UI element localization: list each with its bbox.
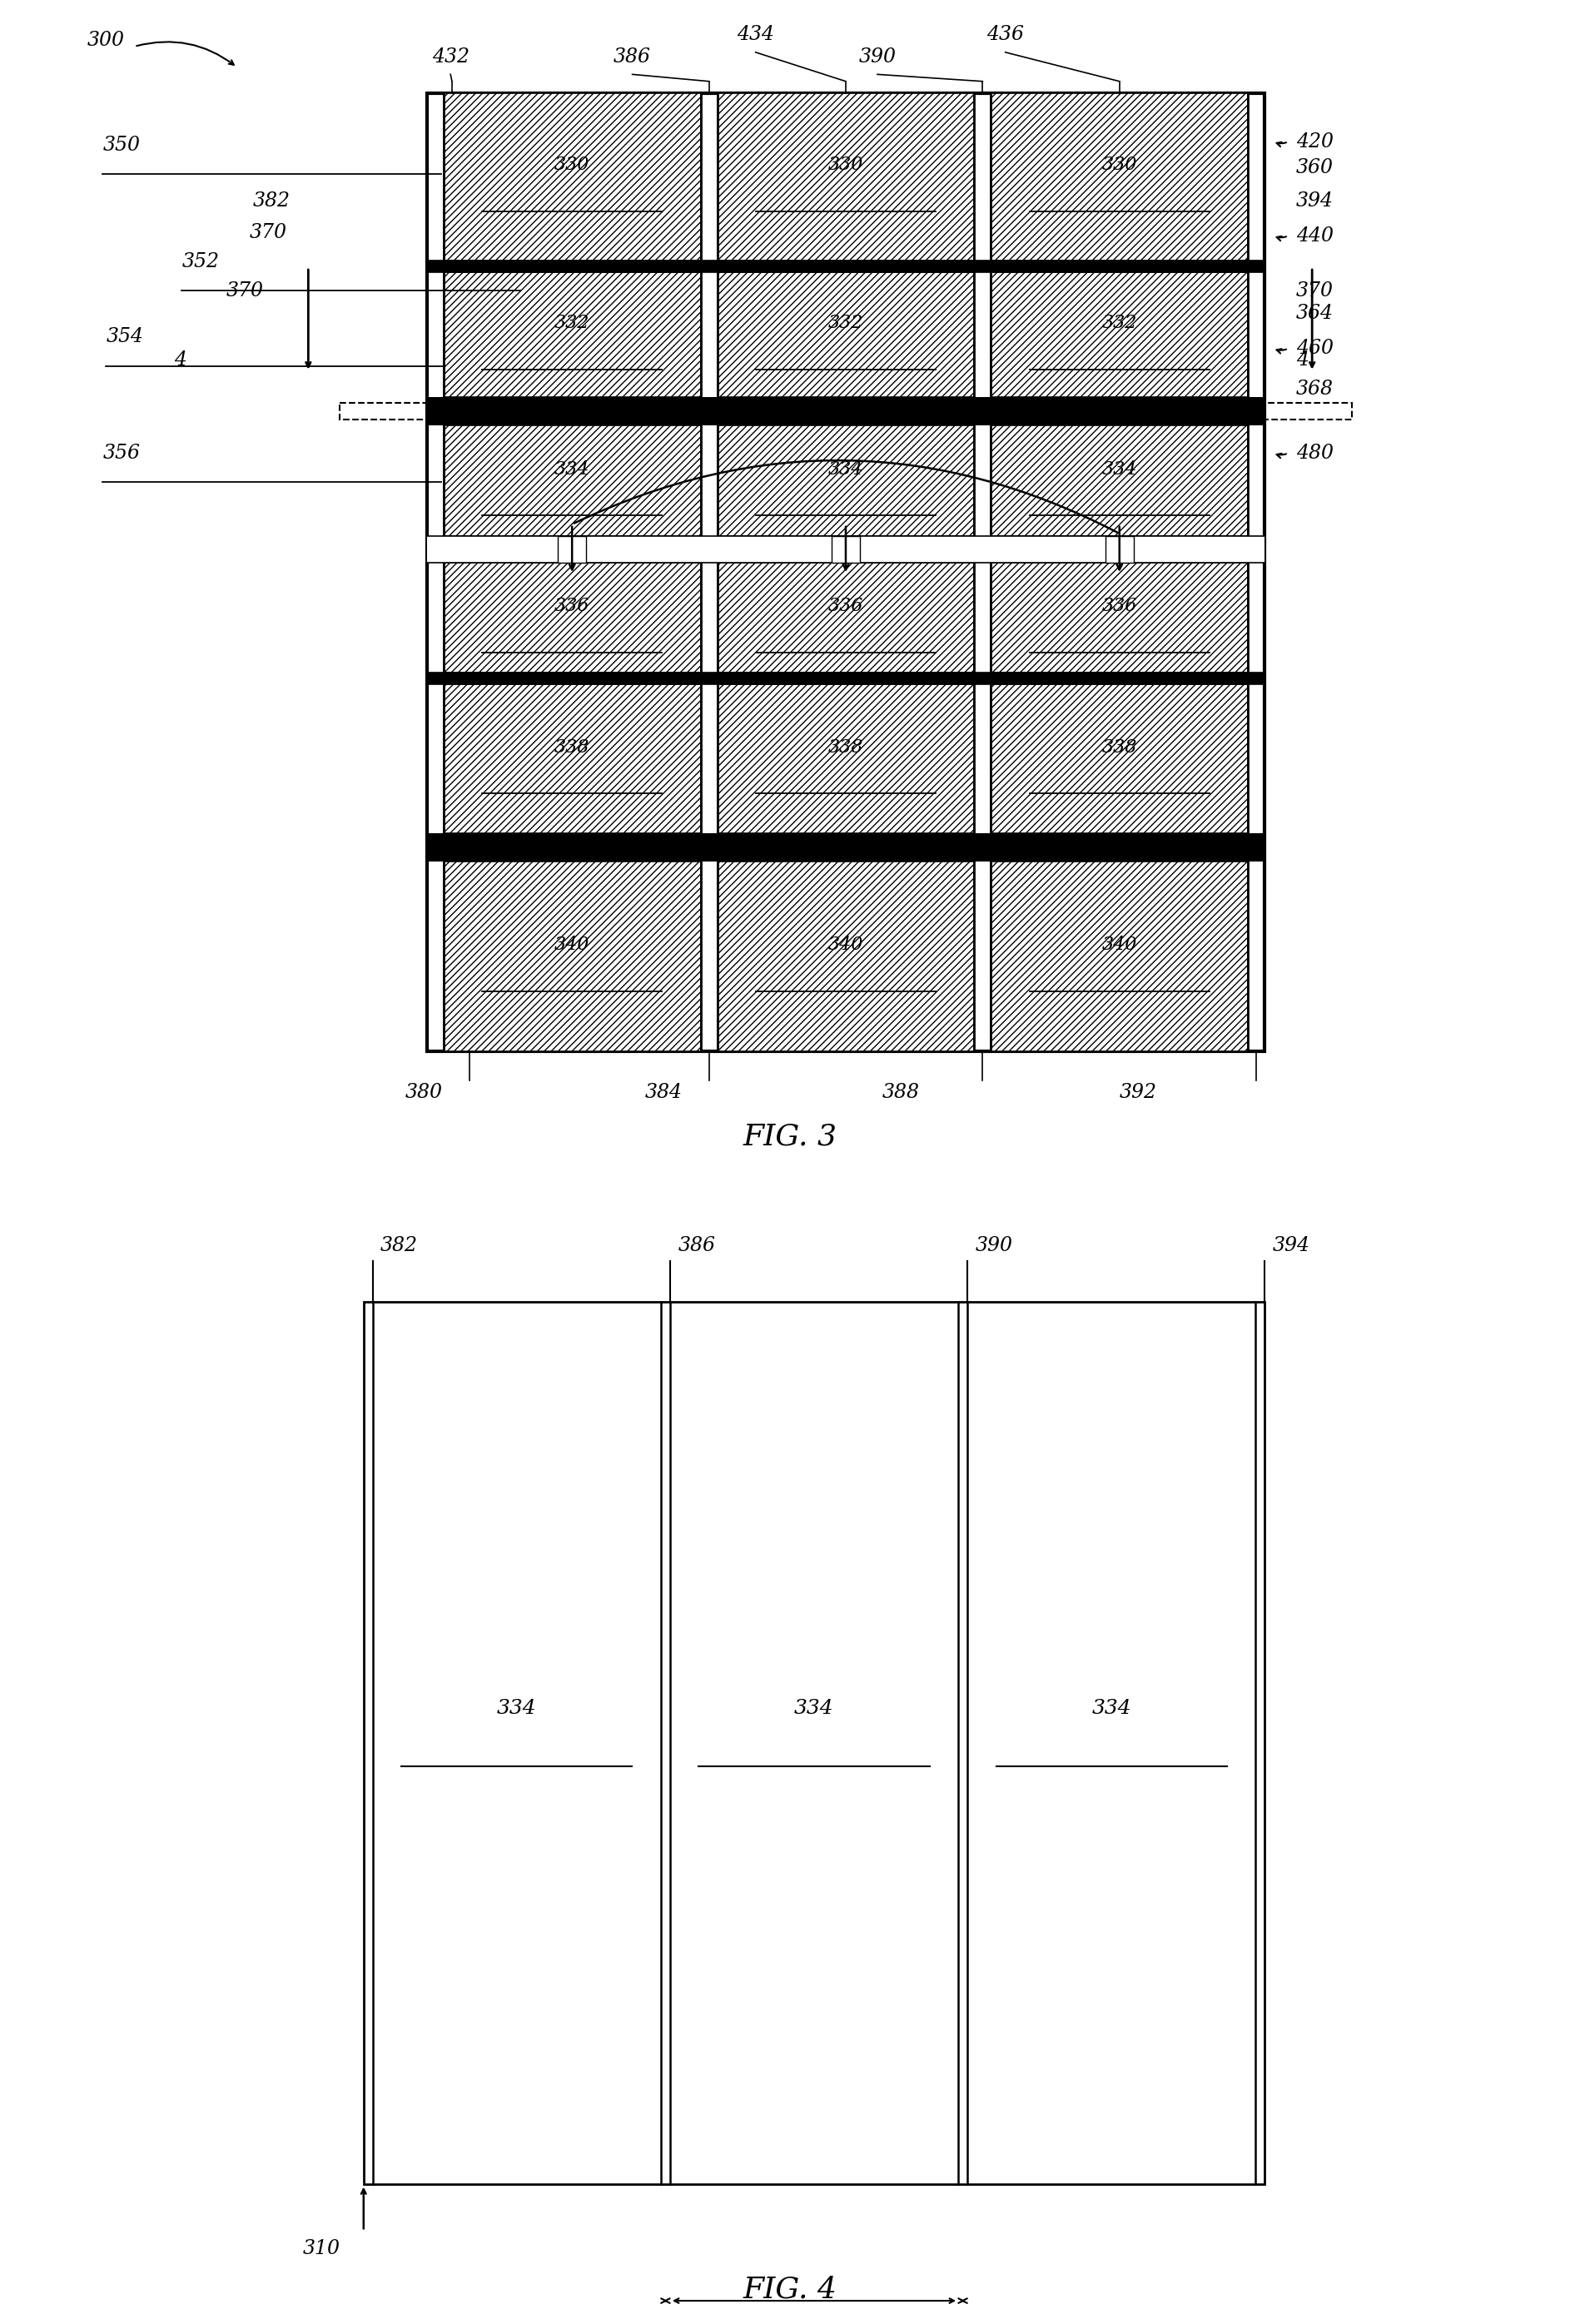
Text: 334: 334 bbox=[793, 1699, 834, 1717]
Text: 338: 338 bbox=[828, 739, 863, 755]
Text: 300: 300 bbox=[87, 30, 125, 51]
Bar bbox=[991, 686, 1247, 832]
Text: 370: 370 bbox=[250, 223, 288, 242]
Text: 390: 390 bbox=[975, 1236, 1013, 1255]
Text: 380: 380 bbox=[404, 1083, 442, 1102]
Text: 394: 394 bbox=[1272, 1236, 1310, 1255]
Text: 310: 310 bbox=[302, 2238, 340, 2259]
Bar bbox=[444, 862, 700, 1050]
Bar bbox=[444, 686, 700, 832]
Bar bbox=[444, 93, 700, 260]
Bar bbox=[558, 537, 586, 562]
Bar bbox=[991, 93, 1247, 260]
Text: 394: 394 bbox=[1296, 191, 1334, 211]
Text: 334: 334 bbox=[1092, 1699, 1131, 1717]
Bar bbox=[444, 425, 700, 537]
Text: 390: 390 bbox=[858, 46, 896, 67]
Text: 330: 330 bbox=[828, 156, 863, 174]
Text: 330: 330 bbox=[555, 156, 589, 174]
Bar bbox=[1104, 537, 1133, 562]
Text: 392: 392 bbox=[1119, 1083, 1157, 1102]
Bar bbox=[717, 425, 973, 537]
Text: 364: 364 bbox=[1296, 304, 1334, 323]
Text: 420: 420 bbox=[1296, 132, 1334, 151]
Text: 360: 360 bbox=[1296, 158, 1334, 177]
Text: 332: 332 bbox=[555, 314, 589, 332]
Text: 370: 370 bbox=[1296, 281, 1334, 300]
Text: 336: 336 bbox=[1101, 597, 1136, 616]
Bar bbox=[444, 272, 700, 397]
Text: 382: 382 bbox=[381, 1236, 417, 1255]
Bar bbox=[427, 537, 1264, 562]
Bar bbox=[831, 537, 860, 562]
Bar bbox=[717, 93, 973, 260]
Bar bbox=[717, 562, 973, 674]
Bar bbox=[717, 272, 973, 397]
Text: FIG. 4: FIG. 4 bbox=[743, 2275, 837, 2303]
Bar bbox=[427, 397, 1264, 425]
Text: 334: 334 bbox=[1101, 460, 1136, 479]
Text: 334: 334 bbox=[496, 1699, 536, 1717]
Text: 354: 354 bbox=[106, 328, 144, 346]
Text: 340: 340 bbox=[828, 937, 863, 955]
Bar bbox=[991, 272, 1247, 397]
Text: 4: 4 bbox=[174, 351, 186, 370]
Bar bbox=[340, 402, 1351, 421]
Text: 334: 334 bbox=[828, 460, 863, 479]
Text: 338: 338 bbox=[555, 739, 589, 755]
Text: 382: 382 bbox=[253, 191, 291, 211]
Bar bbox=[427, 832, 1264, 862]
Text: 440: 440 bbox=[1296, 225, 1334, 246]
Text: 338: 338 bbox=[1101, 739, 1136, 755]
Text: 340: 340 bbox=[555, 937, 589, 955]
Bar bbox=[363, 1301, 1264, 2185]
Bar bbox=[444, 562, 700, 674]
Bar bbox=[717, 686, 973, 832]
Text: 332: 332 bbox=[1101, 314, 1136, 332]
Text: 332: 332 bbox=[828, 314, 863, 332]
Text: 352: 352 bbox=[182, 251, 220, 272]
Text: 386: 386 bbox=[678, 1236, 714, 1255]
Text: 4: 4 bbox=[1296, 351, 1308, 370]
Text: FIG. 3: FIG. 3 bbox=[743, 1122, 837, 1150]
Bar bbox=[427, 93, 1264, 1050]
Text: 350: 350 bbox=[103, 135, 141, 156]
Bar bbox=[717, 862, 973, 1050]
Text: 388: 388 bbox=[882, 1083, 920, 1102]
Text: 384: 384 bbox=[645, 1083, 683, 1102]
Text: 334: 334 bbox=[555, 460, 589, 479]
Text: 434: 434 bbox=[736, 26, 774, 44]
Text: 386: 386 bbox=[613, 46, 651, 67]
Text: 336: 336 bbox=[555, 597, 589, 616]
Text: 460: 460 bbox=[1296, 339, 1334, 358]
Text: 330: 330 bbox=[1101, 156, 1136, 174]
Bar bbox=[427, 674, 1264, 686]
Text: 356: 356 bbox=[103, 444, 141, 462]
Text: 370: 370 bbox=[226, 281, 264, 300]
Bar bbox=[427, 260, 1264, 272]
Text: 368: 368 bbox=[1296, 379, 1334, 400]
Bar bbox=[991, 425, 1247, 537]
Text: 336: 336 bbox=[828, 597, 863, 616]
Text: 432: 432 bbox=[431, 46, 469, 67]
Text: 340: 340 bbox=[1101, 937, 1136, 955]
Text: 480: 480 bbox=[1296, 444, 1334, 462]
Text: 436: 436 bbox=[986, 26, 1024, 44]
Bar bbox=[991, 562, 1247, 674]
Bar bbox=[991, 862, 1247, 1050]
